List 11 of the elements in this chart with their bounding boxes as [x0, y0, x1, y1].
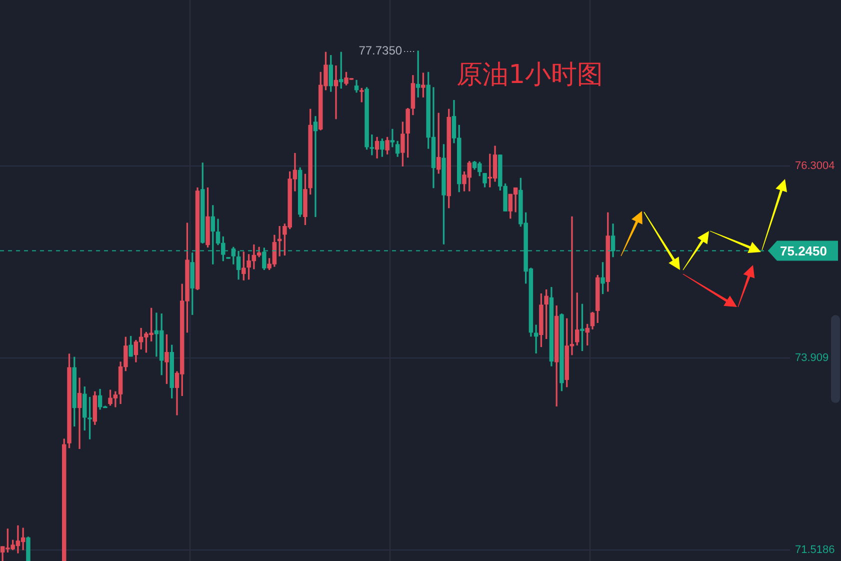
candlestick [534, 324, 538, 354]
candlestick [334, 65, 338, 120]
candlestick [390, 128, 395, 148]
candlestick [77, 378, 82, 449]
candlestick [313, 116, 318, 218]
y-tick-label: 73.909 [795, 352, 829, 364]
y-tick-label: 76.3004 [795, 160, 835, 172]
text: 原油1小时图 [456, 60, 604, 90]
y-tick-label: 71.5186 [795, 544, 835, 556]
annotation: 77.7350 [358, 43, 402, 58]
ref-line-label: 75.2450 [780, 243, 827, 258]
